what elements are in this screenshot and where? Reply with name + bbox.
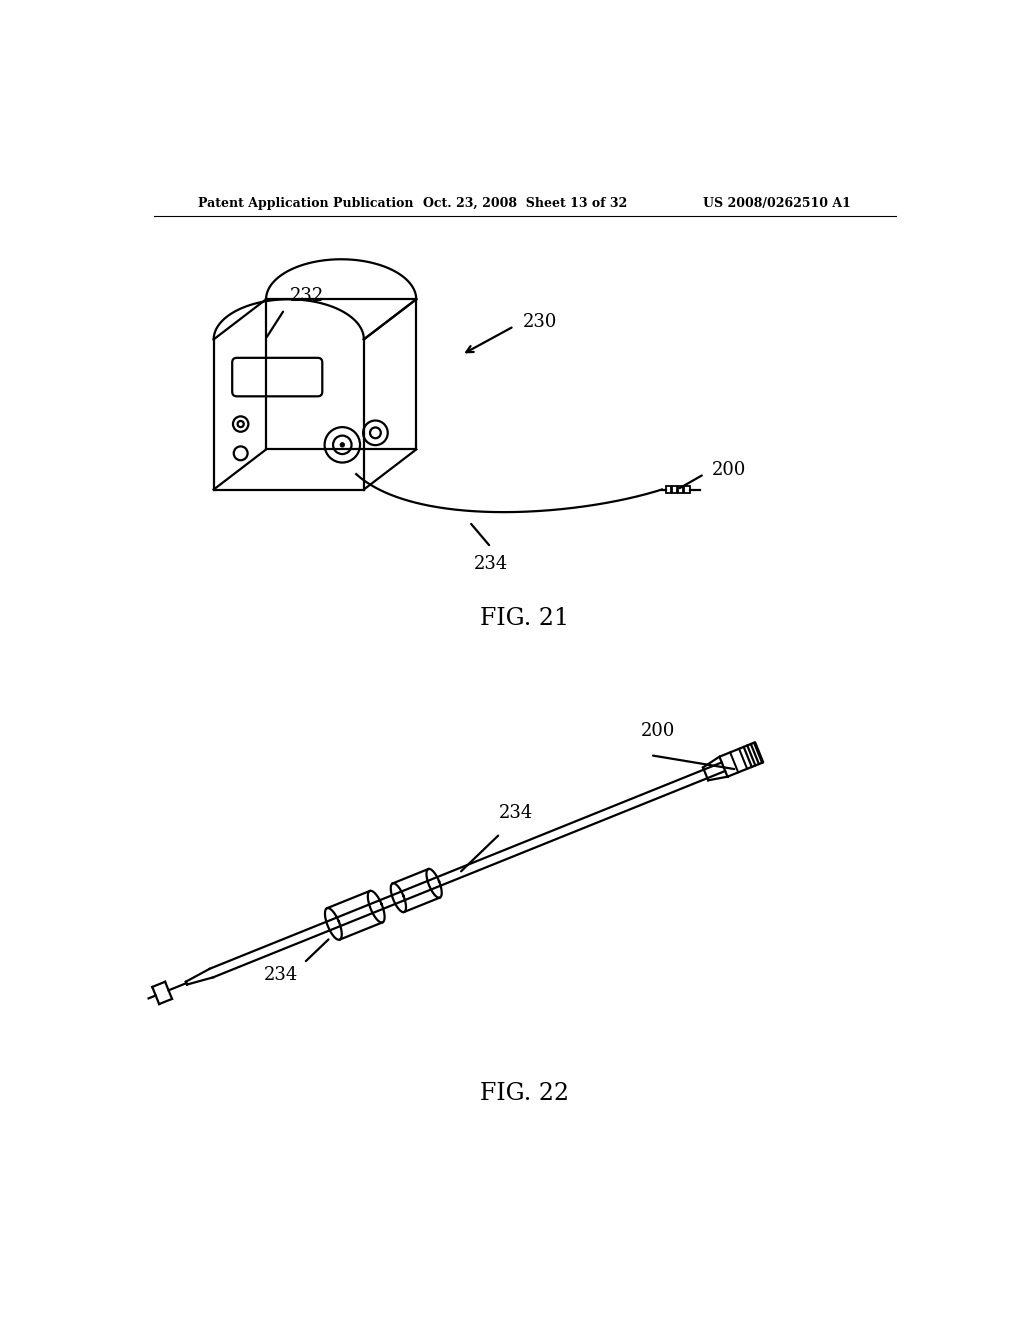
Bar (678, 486, 683, 492)
Text: US 2008/0262510 A1: US 2008/0262510 A1 (703, 197, 851, 210)
Text: FIG. 22: FIG. 22 (480, 1082, 569, 1105)
FancyBboxPatch shape (232, 358, 323, 396)
Text: 234: 234 (263, 966, 298, 983)
Text: 232: 232 (290, 286, 325, 305)
Text: 234: 234 (499, 804, 532, 822)
Bar (672, 486, 677, 492)
Text: 230: 230 (523, 313, 558, 331)
Bar (684, 486, 689, 492)
Text: FIG. 21: FIG. 21 (480, 607, 569, 631)
Bar (666, 486, 671, 492)
Text: Oct. 23, 2008  Sheet 13 of 32: Oct. 23, 2008 Sheet 13 of 32 (423, 197, 627, 210)
Circle shape (340, 442, 345, 447)
Text: 234: 234 (474, 554, 508, 573)
Text: 200: 200 (712, 461, 746, 479)
Text: 200: 200 (641, 722, 675, 739)
Text: Patent Application Publication: Patent Application Publication (199, 197, 414, 210)
